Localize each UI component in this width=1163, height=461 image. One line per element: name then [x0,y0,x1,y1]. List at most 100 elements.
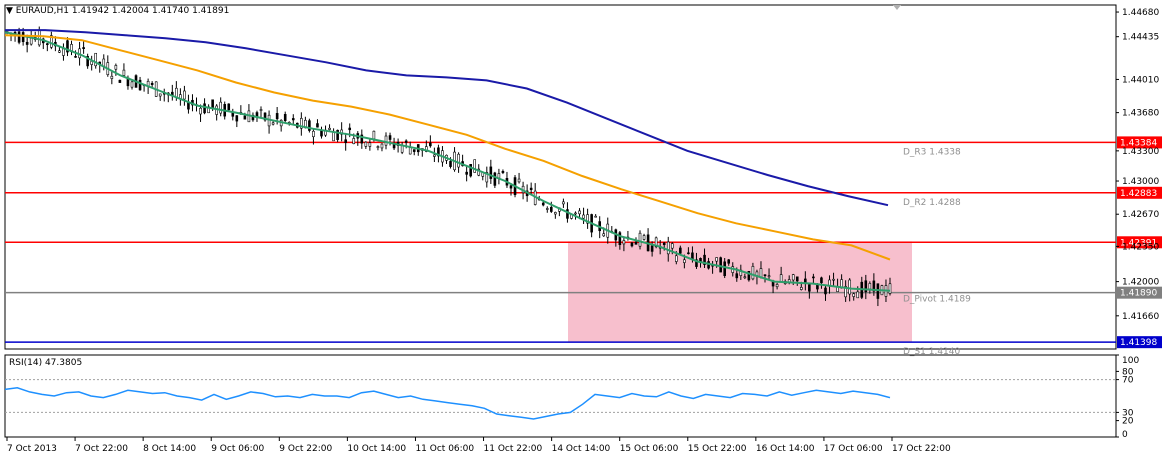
candle-body [82,47,85,49]
candle-body [316,123,319,128]
candle-body [187,102,190,110]
candle-body [554,212,557,215]
price-badge-bg-s1 [1117,336,1162,349]
candle-body [529,187,533,190]
candle-body [17,31,21,43]
candle-body [888,283,892,294]
candle-body [243,115,247,120]
candle-body [662,242,666,246]
candle-body [50,35,53,48]
candle-body [469,164,472,177]
candle-body [429,142,432,147]
candle-body [767,275,771,278]
price-badge-bg-pivot [1117,286,1162,299]
candle-body [723,261,726,276]
candle-body [578,210,581,215]
time-tick-label: 11 Oct 06:00 [415,444,474,454]
rsi-tick-label: 70 [1122,376,1134,386]
candle-body [183,90,186,100]
candle-body [675,255,678,262]
candle-body [219,101,222,114]
candle-body [670,243,674,249]
candle-body [751,266,755,280]
candle-body [271,122,275,125]
candle-body [541,202,545,206]
candle-body [433,154,436,157]
time-tick-label: 7 Oct 2013 [7,444,57,454]
rsi-tick-label: 80 [1122,367,1134,377]
candle-body [582,214,585,219]
menu-arrow-icon[interactable]: ▼ [6,6,13,16]
price-badge-bg-r2 [1117,186,1162,199]
candle-body [320,130,323,137]
candle-body [832,278,835,281]
price-tick-label: 1.41660 [1122,312,1159,322]
main-chart-frame [4,4,1117,350]
candle-body [283,113,287,121]
candle-body [816,284,819,290]
candle-body [699,258,702,262]
candle-body [437,147,440,157]
scroll-shift-marker[interactable] [893,5,901,10]
candle-body [25,41,29,45]
candle-body [348,127,352,131]
candle-body [449,161,452,167]
candle-body [62,48,65,56]
time-tick-label: 15 Oct 06:00 [620,444,679,454]
candle-body [791,274,795,281]
candle-body [493,172,497,186]
candle-body [408,147,412,155]
candle-body [501,171,505,173]
candle-body [594,215,597,218]
candle-body [332,131,335,142]
price-badge-r3: 1.43384 [1120,138,1157,148]
candle-body [812,276,815,279]
price-tick-label: 1.43000 [1122,177,1159,187]
candle-body [94,52,98,67]
price-tick-label: 1.44010 [1122,75,1159,85]
candle-body [352,138,356,145]
candle-body [824,287,827,295]
candle-body [412,149,416,152]
candle-body [86,56,89,67]
candle-body [215,105,218,115]
candle-body [687,252,690,255]
candle-body [235,115,239,122]
candle-body [622,240,626,245]
rsi-frame [4,354,1117,438]
candle-body [388,135,392,140]
rsi-tick-label: 100 [1122,356,1139,366]
candle-body [138,79,142,91]
candle-body [872,280,876,292]
rsi-tick-label: 20 [1122,417,1134,427]
price-badge-bg-r1 [1117,236,1162,249]
candle-body [566,209,569,219]
symbol-title: EURAUD,H1 1.41942 1.42004 1.41740 1.4189… [15,6,230,16]
candle-body [638,232,642,247]
price-badge-r2: 1.42883 [1120,189,1157,199]
candle-body [545,208,549,210]
candle-body [795,276,799,282]
candle-body [574,212,577,215]
candle-body [308,120,311,131]
price-tick-label: 1.42000 [1122,278,1159,288]
candle-body [719,257,722,273]
candle-body [727,259,731,264]
candle-body [562,201,565,205]
candle-body [118,79,122,83]
time-tick-label: 17 Oct 22:00 [892,444,951,454]
candle-body [703,254,706,265]
candle-body [630,242,634,247]
rsi-tick-label: 30 [1122,408,1134,418]
candle-body [203,103,206,114]
candle-body [158,93,162,97]
ma-slow-line [5,29,889,207]
time-tick-label: 14 Oct 14:00 [552,444,611,454]
time-tick-label: 9 Oct 06:00 [211,444,264,454]
candle-body [384,135,388,146]
candle-body [868,283,872,290]
candle-body [150,82,154,85]
level-label-r3: D_R3 1.4338 [903,147,961,157]
